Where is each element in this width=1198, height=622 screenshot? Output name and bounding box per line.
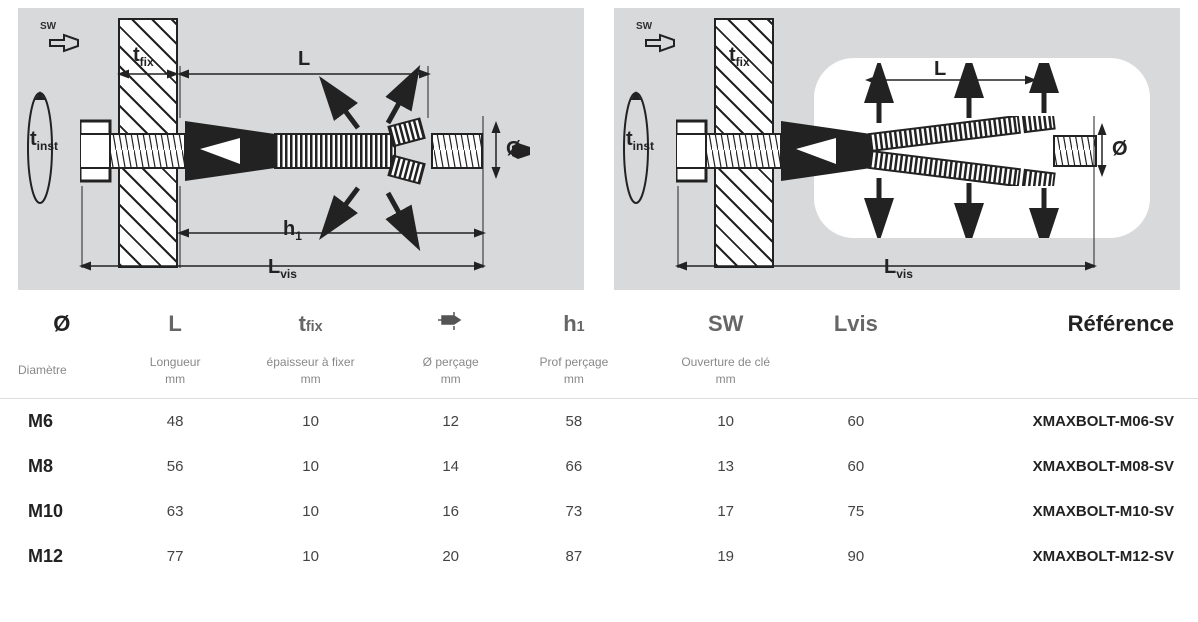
header-desc: Diamètre Longueurmm épaisseur à fixermm … <box>0 348 1198 398</box>
cell-L: 63 <box>124 489 227 534</box>
cell-dia: M8 <box>0 444 124 489</box>
table-row: M10 63 10 16 73 17 75 XMAXBOLT-M10-SV <box>0 489 1198 534</box>
cell-h1: 87 <box>507 534 641 579</box>
col-drill-sym <box>395 304 507 348</box>
cell-sw: 13 <box>641 444 810 489</box>
cell-tfix: 10 <box>227 444 395 489</box>
cell-lvis: 60 <box>810 398 901 444</box>
diagram-solid: SW tinst <box>18 8 584 290</box>
diagram-hollow: SW tinst <box>614 8 1180 290</box>
cell-h1: 58 <box>507 398 641 444</box>
cell-drill: 14 <box>395 444 507 489</box>
cell-h1: 73 <box>507 489 641 534</box>
col-lvis-sym: Lvis <box>810 304 901 348</box>
cell-L: 77 <box>124 534 227 579</box>
drill-icon <box>438 310 464 332</box>
cell-lvis: 75 <box>810 489 901 534</box>
cell-tfix: 10 <box>227 489 395 534</box>
cell-drill: 16 <box>395 489 507 534</box>
col-ref-desc <box>901 348 1198 398</box>
spec-table: Ø L tfix h1 SW Lvis Référence Diamètre L… <box>0 304 1198 579</box>
cell-ref: XMAXBOLT-M12-SV <box>901 534 1198 579</box>
header-symbols: Ø L tfix h1 SW Lvis Référence <box>0 304 1198 348</box>
dim-lines-right <box>614 8 1180 290</box>
col-lvis-desc <box>810 348 901 398</box>
cell-lvis: 90 <box>810 534 901 579</box>
col-L-desc: Longueurmm <box>124 348 227 398</box>
cell-sw: 10 <box>641 398 810 444</box>
col-h1-sym: h1 <box>507 304 641 348</box>
col-drill-desc: Ø perçagemm <box>395 348 507 398</box>
spec-rows: M6 48 10 12 58 10 60 XMAXBOLT-M06-SV M8 … <box>0 398 1198 579</box>
cell-drill: 20 <box>395 534 507 579</box>
cell-drill: 12 <box>395 398 507 444</box>
col-tfix-sym: tfix <box>227 304 395 348</box>
col-sw-desc: Ouverture de clémm <box>641 348 810 398</box>
cell-L: 56 <box>124 444 227 489</box>
cell-ref: XMAXBOLT-M06-SV <box>901 398 1198 444</box>
col-dia-desc: Diamètre <box>0 348 124 398</box>
dim-lines-left <box>18 8 584 290</box>
table-row: M8 56 10 14 66 13 60 XMAXBOLT-M08-SV <box>0 444 1198 489</box>
col-dia-sym: Ø <box>0 304 124 348</box>
cell-h1: 66 <box>507 444 641 489</box>
col-ref-sym: Référence <box>901 304 1198 348</box>
col-h1-desc: Prof perçagemm <box>507 348 641 398</box>
cell-lvis: 60 <box>810 444 901 489</box>
cell-dia: M10 <box>0 489 124 534</box>
cell-dia: M12 <box>0 534 124 579</box>
cell-tfix: 10 <box>227 534 395 579</box>
col-tfix-desc: épaisseur à fixermm <box>227 348 395 398</box>
table-row: M12 77 10 20 87 19 90 XMAXBOLT-M12-SV <box>0 534 1198 579</box>
cell-dia: M6 <box>0 398 124 444</box>
cell-L: 48 <box>124 398 227 444</box>
cell-ref: XMAXBOLT-M10-SV <box>901 489 1198 534</box>
diagram-row: SW tinst <box>0 0 1198 290</box>
table-row: M6 48 10 12 58 10 60 XMAXBOLT-M06-SV <box>0 398 1198 444</box>
cell-ref: XMAXBOLT-M08-SV <box>901 444 1198 489</box>
col-sw-sym: SW <box>641 304 810 348</box>
cell-tfix: 10 <box>227 398 395 444</box>
cell-sw: 19 <box>641 534 810 579</box>
col-L-sym: L <box>124 304 227 348</box>
cell-sw: 17 <box>641 489 810 534</box>
